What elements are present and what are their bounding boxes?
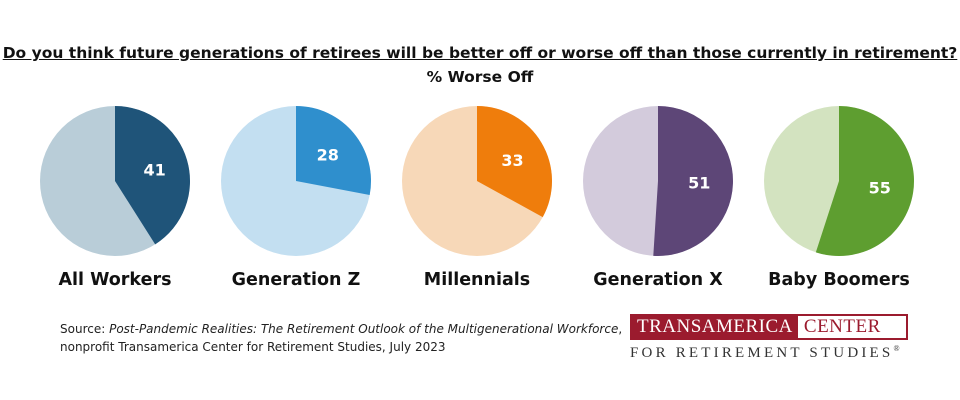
source-line2: nonprofit Transamerica Center for Retire… xyxy=(60,340,446,354)
logo-word-center: CENTER xyxy=(803,316,881,337)
pie-millennials: 33 Millennials xyxy=(402,105,552,290)
chart-title: Do you think future generations of retir… xyxy=(2,44,958,62)
source-report-title: Post-Pandemic Realities: The Retirement … xyxy=(109,322,619,336)
pie-generation-z: 28 Generation Z xyxy=(221,106,371,290)
pie-value-label-millennials: 33 xyxy=(501,151,523,170)
logo-word-transamerica: TRANSAMERICA xyxy=(632,316,798,338)
source-suffix: , xyxy=(618,322,623,336)
logo-top-row: TRANSAMERICA CENTER xyxy=(630,314,908,340)
pie-value-label-generation-z: 28 xyxy=(317,146,339,165)
pie-slice-worse-off-all-workers xyxy=(115,106,191,245)
pie-value-label-generation-x: 51 xyxy=(688,173,710,192)
chart-subtitle: % Worse Off xyxy=(426,68,534,86)
logo-tagline: FOR RETIREMENT STUDIES® xyxy=(630,344,908,362)
pie-generation-x: 51 Generation X xyxy=(583,106,733,290)
pie-slice-worse-off-generation-z xyxy=(296,106,371,196)
logo-tagline-text: FOR RETIREMENT STUDIES xyxy=(630,345,894,361)
pie-baby-boomers: 55 Baby Boomers xyxy=(764,106,914,290)
pie-category-label-millennials: Millennials xyxy=(424,270,530,290)
pie-category-label-all-workers: All Workers xyxy=(58,270,171,290)
pie-slice-worse-off-baby-boomers xyxy=(815,106,914,256)
pie-charts: 41 All Workers 28 Generation Z 33 Millennials… xyxy=(40,105,914,290)
pie-category-label-baby-boomers: Baby Boomers xyxy=(768,270,910,290)
pie-slice-worse-off-generation-x xyxy=(653,106,733,256)
pie-value-label-baby-boomers: 55 xyxy=(869,178,891,197)
pie-all-workers: 41 All Workers xyxy=(40,106,191,290)
transamerica-logo: TRANSAMERICA CENTER FOR RETIREMENT STUDI… xyxy=(630,314,908,366)
pie-category-label-generation-z: Generation Z xyxy=(232,270,361,290)
pie-slice-worse-off-millennials xyxy=(477,105,552,218)
logo-registered-mark: ® xyxy=(893,344,900,353)
pie-value-label-all-workers: 41 xyxy=(143,160,165,179)
source-note: Source: Post-Pandemic Realities: The Ret… xyxy=(60,320,622,356)
source-prefix: Source: xyxy=(60,322,110,336)
pie-category-label-generation-x: Generation X xyxy=(593,270,723,290)
